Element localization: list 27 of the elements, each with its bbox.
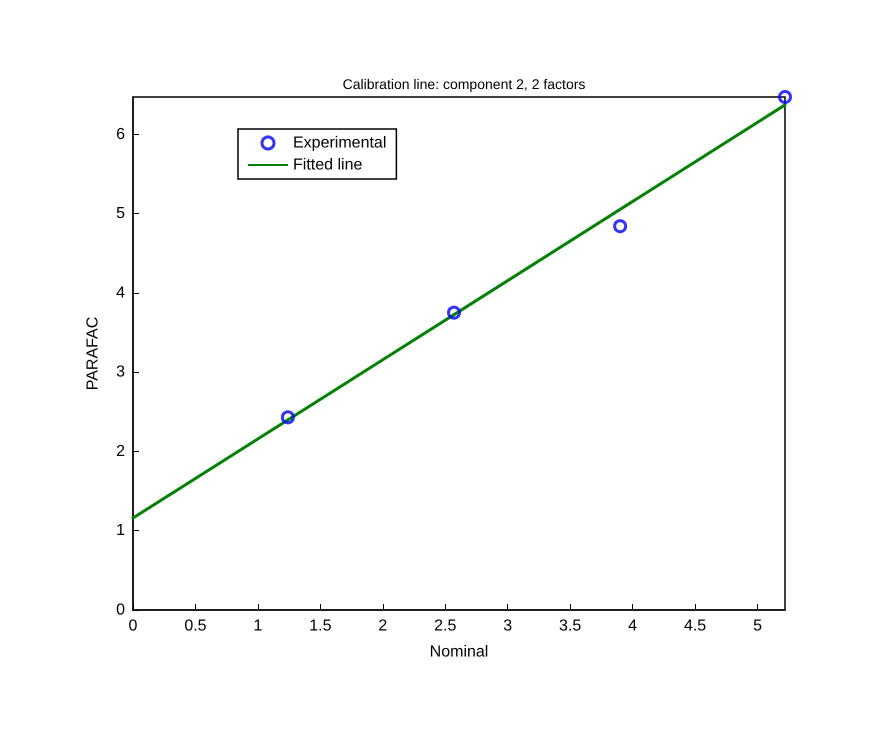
y-axis-title: PARAFAC (84, 316, 102, 390)
point (613, 219, 628, 234)
point (778, 90, 792, 104)
point (447, 306, 462, 320)
x-tick-label: 2 (378, 618, 388, 634)
x-tick-label: 0.5 (184, 618, 207, 634)
point (280, 410, 295, 424)
y-tick-label: 4 (116, 284, 126, 302)
y-tick-label: 0 (116, 602, 126, 618)
y-tick-label: 6 (116, 126, 126, 143)
x-tick-label: 1.5 (309, 618, 332, 634)
x-axis-title: Nominal (430, 644, 488, 660)
y-tick-label: 1 (116, 522, 126, 540)
chart-title: Calibration line: component 2, 2 factors (342, 76, 586, 92)
x-tick-label: 4.5 (684, 618, 706, 634)
legend-label: Fitted line (293, 156, 362, 174)
x-tick-label: 1 (253, 618, 262, 634)
x-tick-label: 3 (503, 618, 512, 634)
x-tick-label: 5 (753, 618, 762, 634)
x-tick-label: 2.5 (434, 618, 456, 634)
y-tick-label: 5 (116, 205, 126, 222)
y-tick-label: 2 (116, 442, 126, 460)
legend-label: Experimental (293, 134, 386, 152)
x-tick-label: 4 (628, 618, 638, 634)
x-tick-label: 0 (128, 618, 138, 634)
y-tick-label: 3 (116, 364, 126, 381)
x-tick-label: 3.5 (559, 618, 582, 634)
